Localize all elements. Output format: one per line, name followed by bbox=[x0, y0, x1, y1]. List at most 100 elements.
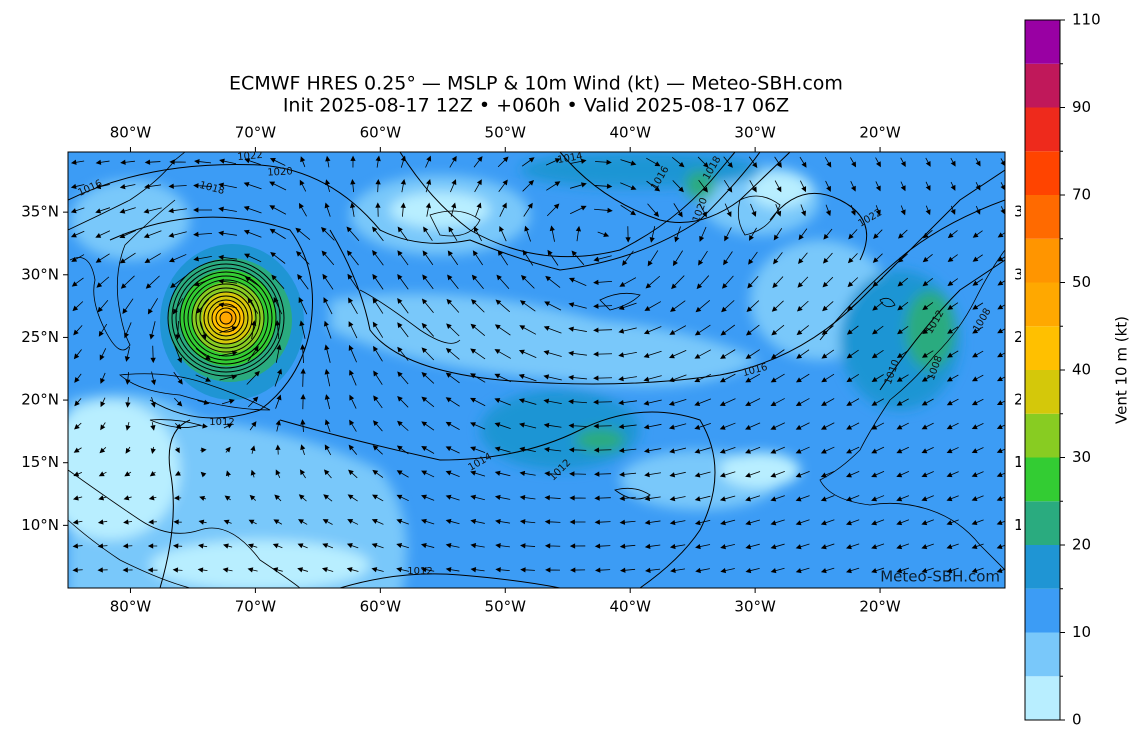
wind-arrow bbox=[471, 274, 484, 289]
wind-arrow bbox=[298, 494, 307, 502]
wind-arrow bbox=[275, 419, 281, 432]
wind-arrow bbox=[148, 495, 157, 501]
wind-arrow bbox=[618, 399, 637, 406]
wind-arrow bbox=[773, 252, 783, 265]
wind-arrow bbox=[372, 250, 384, 266]
wind-arrow bbox=[396, 494, 409, 502]
wind-arrow bbox=[821, 325, 834, 335]
wind-arrow bbox=[95, 253, 110, 263]
wind-arrow bbox=[372, 445, 383, 455]
wind-arrow bbox=[421, 470, 435, 478]
wind-arrow bbox=[745, 373, 761, 383]
wind-arrow bbox=[668, 423, 687, 430]
wind-arrow bbox=[921, 350, 934, 358]
wind-arrow bbox=[595, 159, 612, 165]
colorbar-tick-label: 50 bbox=[1072, 273, 1091, 291]
wind-arrow bbox=[495, 299, 511, 313]
wind-arrow bbox=[198, 423, 208, 429]
wind-arrow bbox=[745, 349, 760, 359]
wind-arrow bbox=[518, 349, 537, 358]
wind-arrow bbox=[921, 567, 934, 574]
coastlines bbox=[68, 152, 1005, 588]
wind-arrow bbox=[221, 398, 235, 405]
wind-arrow bbox=[372, 494, 384, 502]
wind-arrow bbox=[946, 374, 959, 382]
wind-arrow bbox=[568, 447, 587, 453]
wind-arrow bbox=[193, 207, 213, 213]
colorbar-band bbox=[1025, 282, 1060, 327]
wind-arrow bbox=[925, 181, 931, 192]
wind-arrow bbox=[275, 394, 282, 409]
wind-arrow bbox=[396, 542, 409, 549]
wind-arrow bbox=[795, 398, 810, 406]
wind-arrow bbox=[218, 302, 237, 309]
wind-arrow bbox=[719, 373, 736, 383]
wind-arrow bbox=[922, 278, 934, 287]
wind-arrow bbox=[270, 251, 286, 264]
wind-arrow bbox=[545, 567, 561, 573]
wind-arrow bbox=[745, 495, 761, 502]
wind-arrow bbox=[496, 274, 510, 289]
wind-arrow bbox=[846, 446, 860, 454]
isobar bbox=[195, 287, 257, 349]
wind-arrow bbox=[773, 228, 783, 241]
wind-arrow bbox=[150, 422, 156, 431]
wind-arrow bbox=[569, 495, 586, 501]
wind-arrow bbox=[197, 399, 210, 405]
wind-arrow bbox=[125, 421, 131, 431]
wind-arrow bbox=[770, 519, 785, 526]
wind-arrow bbox=[947, 350, 959, 358]
wind-arrow bbox=[420, 567, 435, 573]
wind-arrow bbox=[647, 203, 660, 217]
wind-arrow bbox=[771, 324, 785, 336]
wind-arrow bbox=[397, 396, 409, 408]
wind-arrow bbox=[694, 324, 711, 336]
wind-arrow bbox=[821, 398, 835, 406]
wind-arrow bbox=[669, 543, 686, 550]
wind-arrow bbox=[921, 519, 934, 526]
wind-arrow bbox=[494, 422, 511, 429]
wind-arrow bbox=[774, 180, 782, 193]
wind-arrow bbox=[97, 299, 109, 313]
wind-arrow bbox=[519, 494, 536, 501]
wind-arrow bbox=[225, 470, 231, 477]
wind-arrow bbox=[820, 567, 835, 574]
wind-arrow bbox=[946, 471, 959, 478]
isobar-label: 1022 bbox=[237, 150, 263, 163]
wind-arrow bbox=[896, 495, 910, 502]
wind-arrow bbox=[720, 519, 736, 526]
wind-arrow bbox=[173, 495, 182, 501]
wind-arrow bbox=[248, 396, 259, 408]
wind-arrow bbox=[771, 300, 784, 312]
wind-arrow bbox=[921, 398, 934, 406]
wind-arrow bbox=[348, 344, 357, 363]
wind-arrow bbox=[644, 519, 661, 526]
wind-arrow bbox=[99, 447, 107, 454]
wind-arrow bbox=[946, 543, 959, 550]
wind-arrow bbox=[124, 346, 130, 362]
wind-arrow bbox=[73, 349, 82, 360]
isobar bbox=[167, 259, 285, 377]
wind-arrow bbox=[397, 420, 409, 431]
wind-arrow bbox=[795, 422, 810, 430]
colorbar-label: Vent 10 m (kt) bbox=[1113, 316, 1131, 424]
wind-arrow bbox=[569, 471, 587, 477]
wind-arrow bbox=[822, 252, 833, 264]
colorbar-tick-label: 70 bbox=[1072, 186, 1091, 204]
colorbar-tick-label: 20 bbox=[1072, 536, 1091, 554]
wind-arrow bbox=[620, 159, 637, 166]
wind-arrow bbox=[544, 301, 562, 311]
wind-arrow bbox=[698, 250, 708, 266]
colorbar-band bbox=[1025, 238, 1060, 283]
wind-arrow bbox=[519, 470, 536, 477]
wind-arrow bbox=[897, 325, 909, 335]
wind-arrow bbox=[470, 567, 485, 573]
wind-arrow bbox=[698, 179, 708, 193]
wind-arrow bbox=[922, 302, 934, 311]
wind-arrow bbox=[871, 446, 885, 454]
wind-arrow bbox=[971, 543, 984, 550]
wind-arrow bbox=[445, 372, 460, 384]
lon-label-bottom: 20°W bbox=[859, 598, 901, 616]
wind-arrow bbox=[618, 302, 637, 310]
wind-arrow bbox=[324, 368, 331, 387]
